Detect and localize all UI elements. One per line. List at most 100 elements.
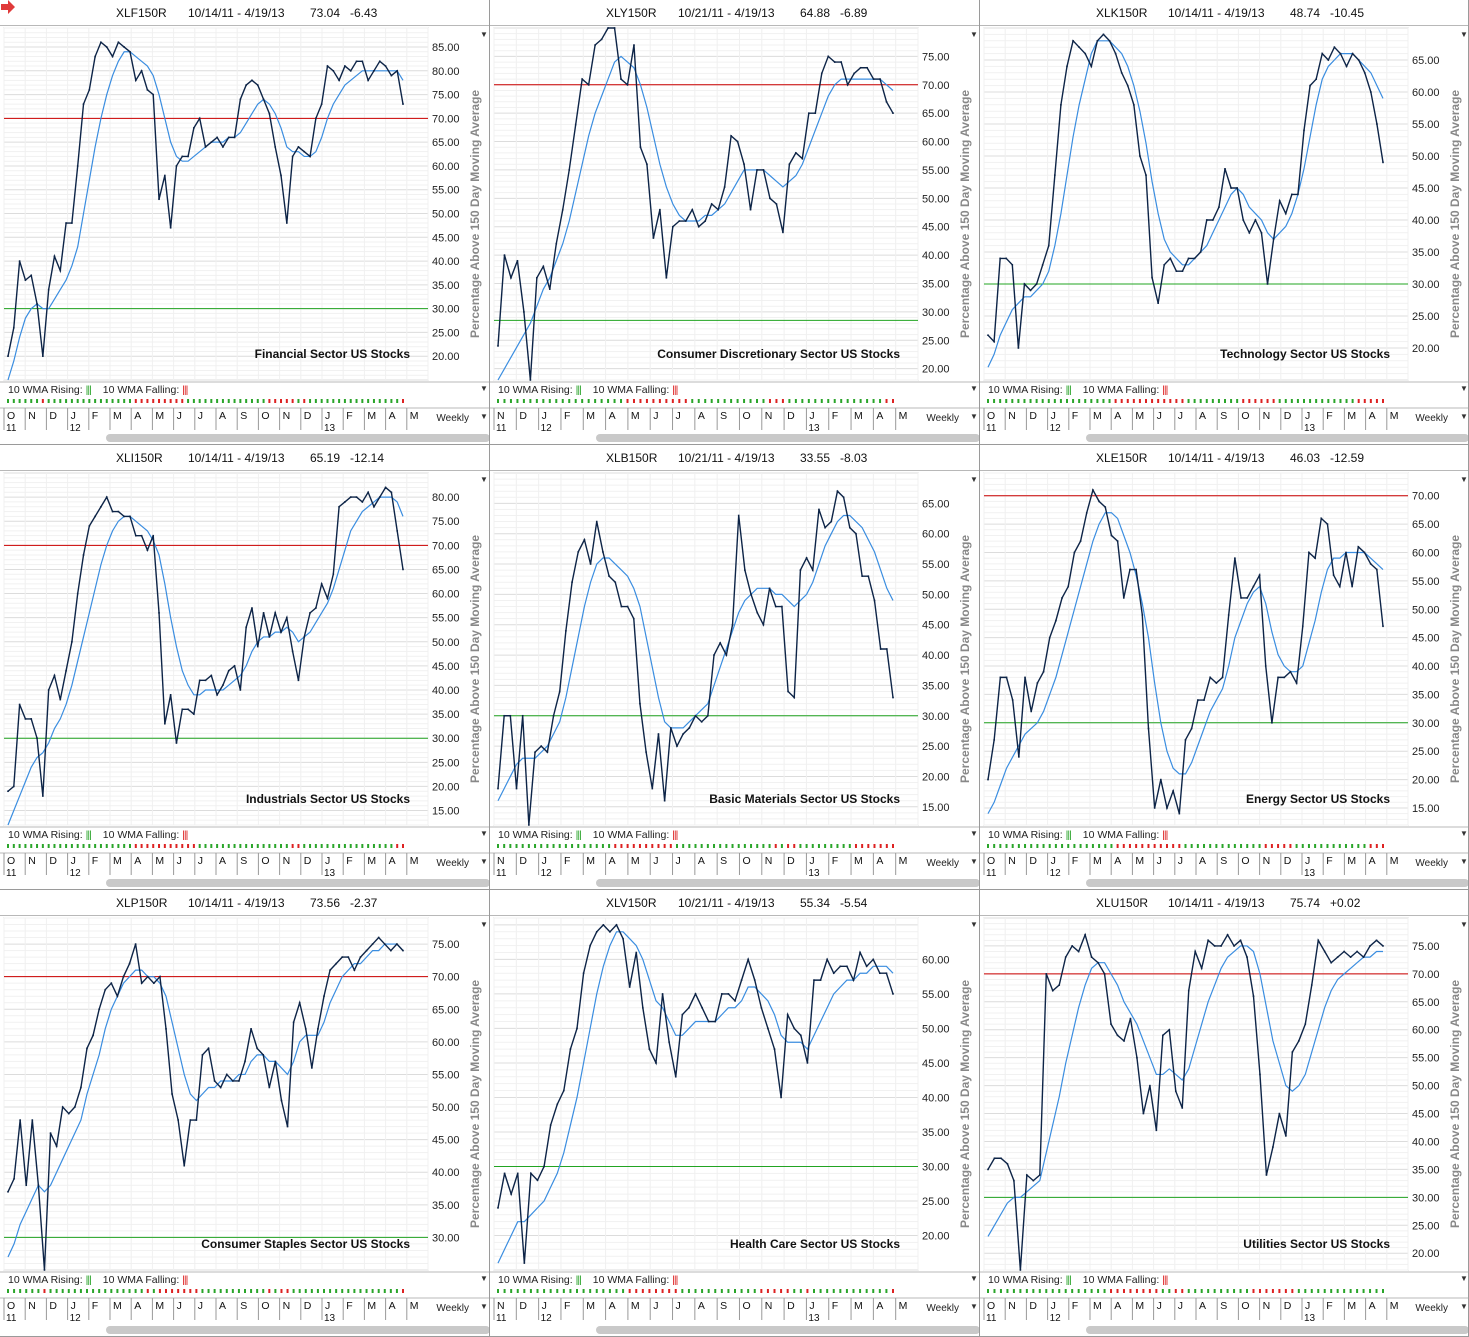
rising-label: 10 WMA Rising: bbox=[988, 829, 1066, 841]
data-point bbox=[1362, 956, 1365, 958]
month-label: D bbox=[787, 855, 795, 867]
symbol-label[interactable]: XLK150R bbox=[1096, 6, 1148, 20]
indicator-menu-caret[interactable]: ▼ bbox=[480, 1274, 488, 1283]
y-tick-label: 25.00 bbox=[1412, 746, 1440, 758]
month-label: D bbox=[304, 1300, 312, 1312]
horizontal-scrollbar[interactable] bbox=[106, 1326, 489, 1334]
period-selector[interactable]: Weekly bbox=[1415, 413, 1448, 424]
period-selector[interactable]: Weekly bbox=[1415, 858, 1448, 869]
data-point bbox=[1338, 585, 1341, 588]
chart-menu-caret[interactable]: ▼ bbox=[970, 475, 978, 484]
symbol-label[interactable]: XLF150R bbox=[116, 6, 167, 20]
y-tick-label: 65.00 bbox=[432, 137, 460, 149]
indicator-menu-caret[interactable]: ▼ bbox=[480, 829, 488, 838]
data-point bbox=[1120, 72, 1123, 74]
indicator-menu-caret[interactable]: ▼ bbox=[480, 384, 488, 393]
month-label: N bbox=[28, 1300, 36, 1312]
wma-direction-dot bbox=[1084, 399, 1087, 403]
y-tick-label: 35.00 bbox=[922, 1127, 950, 1139]
period-menu-caret[interactable]: ▼ bbox=[1460, 1302, 1468, 1311]
horizontal-scrollbar[interactable] bbox=[596, 879, 979, 887]
horizontal-scrollbar[interactable] bbox=[596, 434, 979, 442]
chart-menu-caret[interactable]: ▼ bbox=[1460, 475, 1468, 484]
wma-direction-dot bbox=[497, 399, 499, 403]
symbol-label[interactable]: XLU150R bbox=[1096, 896, 1149, 910]
data-point bbox=[210, 674, 213, 677]
data-point bbox=[291, 650, 294, 653]
data-point bbox=[353, 969, 356, 971]
data-point bbox=[747, 958, 749, 961]
period-menu-caret[interactable]: ▼ bbox=[480, 412, 488, 421]
chart-menu-caret[interactable]: ▼ bbox=[1460, 30, 1468, 39]
wma-series-line bbox=[987, 512, 1384, 814]
symbol-label[interactable]: XLI150R bbox=[116, 451, 163, 465]
horizontal-scrollbar[interactable] bbox=[1086, 879, 1468, 887]
red-arrow-icon[interactable] bbox=[0, 0, 16, 14]
y-tick-label: 20.00 bbox=[1412, 1248, 1440, 1260]
indicator-menu-caret[interactable]: ▼ bbox=[970, 384, 978, 393]
data-point bbox=[1277, 676, 1279, 679]
wma-direction-dot bbox=[1284, 1289, 1287, 1293]
period-menu-caret[interactable]: ▼ bbox=[970, 1302, 978, 1311]
chart-menu-caret[interactable]: ▼ bbox=[970, 920, 978, 929]
indicator-menu-caret[interactable]: ▼ bbox=[1460, 829, 1468, 838]
horizontal-scrollbar[interactable] bbox=[596, 1326, 979, 1334]
wma-direction-dot bbox=[561, 399, 564, 403]
chart-svg: 20.0025.0030.0035.0040.0045.0050.0055.00… bbox=[490, 917, 979, 1324]
period-menu-caret[interactable]: ▼ bbox=[970, 857, 978, 866]
symbol-label[interactable]: XLP150R bbox=[116, 896, 168, 910]
last-value: 73.56 bbox=[310, 896, 341, 910]
period-selector[interactable]: Weekly bbox=[436, 858, 469, 869]
period-selector[interactable]: Weekly bbox=[1415, 1303, 1448, 1314]
indicator-menu-caret[interactable]: ▼ bbox=[1460, 384, 1468, 393]
wma-direction-dot bbox=[163, 844, 166, 848]
chart-menu-caret[interactable]: ▼ bbox=[1460, 920, 1468, 929]
chart-header: XLK150R 10/14/11 - 4/19/13 48.74 -10.45 bbox=[980, 0, 1468, 26]
indicator-menu-caret[interactable]: ▼ bbox=[970, 1274, 978, 1283]
data-point bbox=[19, 1119, 21, 1121]
symbol-label[interactable]: XLE150R bbox=[1096, 451, 1148, 465]
period-menu-caret[interactable]: ▼ bbox=[480, 857, 488, 866]
wma-direction-dot bbox=[245, 844, 248, 848]
symbol-label[interactable]: XLV150R bbox=[606, 896, 657, 910]
wma-direction-dot bbox=[309, 399, 312, 403]
period-selector[interactable]: Weekly bbox=[436, 413, 469, 424]
wma-direction-dot bbox=[747, 1289, 750, 1293]
data-point bbox=[111, 55, 114, 58]
chart-menu-caret[interactable]: ▼ bbox=[480, 475, 488, 484]
y-tick-label: 20.00 bbox=[922, 771, 950, 783]
data-point bbox=[1135, 568, 1137, 571]
period-selector[interactable]: Weekly bbox=[926, 413, 959, 424]
wma-direction-dot bbox=[110, 1289, 113, 1293]
chart-menu-caret[interactable]: ▼ bbox=[480, 920, 488, 929]
indicator-menu-caret[interactable]: ▼ bbox=[970, 829, 978, 838]
wma-direction-dot bbox=[622, 1289, 625, 1293]
chart-title: Financial Sector US Stocks bbox=[255, 347, 411, 361]
period-selector[interactable]: Weekly bbox=[436, 1303, 469, 1314]
data-point bbox=[1315, 78, 1317, 80]
symbol-label[interactable]: XLY150R bbox=[606, 6, 657, 20]
chart-menu-caret[interactable]: ▼ bbox=[970, 30, 978, 39]
data-point bbox=[1166, 807, 1168, 809]
horizontal-scrollbar[interactable] bbox=[1086, 434, 1468, 442]
horizontal-scrollbar[interactable] bbox=[106, 434, 489, 442]
period-menu-caret[interactable]: ▼ bbox=[1460, 857, 1468, 866]
data-point bbox=[1369, 563, 1372, 565]
indicator-menu-caret[interactable]: ▼ bbox=[1460, 1274, 1468, 1283]
period-selector[interactable]: Weekly bbox=[926, 1303, 959, 1314]
period-menu-caret[interactable]: ▼ bbox=[970, 412, 978, 421]
data-point bbox=[1181, 270, 1184, 272]
chart-menu-caret[interactable]: ▼ bbox=[480, 30, 488, 39]
date-range: 10/14/11 - 4/19/13 bbox=[188, 451, 285, 465]
y-tick-label: 45.00 bbox=[432, 1135, 460, 1147]
period-selector[interactable]: Weekly bbox=[926, 858, 959, 869]
data-point bbox=[993, 739, 995, 741]
month-label: F bbox=[1326, 855, 1332, 867]
period-menu-caret[interactable]: ▼ bbox=[480, 1302, 488, 1311]
symbol-label[interactable]: XLB150R bbox=[606, 451, 658, 465]
period-menu-caret[interactable]: ▼ bbox=[1460, 412, 1468, 421]
horizontal-scrollbar[interactable] bbox=[106, 879, 489, 887]
horizontal-scrollbar[interactable] bbox=[1086, 1326, 1468, 1334]
data-point bbox=[238, 1080, 240, 1082]
wma-direction-dot bbox=[665, 399, 668, 403]
